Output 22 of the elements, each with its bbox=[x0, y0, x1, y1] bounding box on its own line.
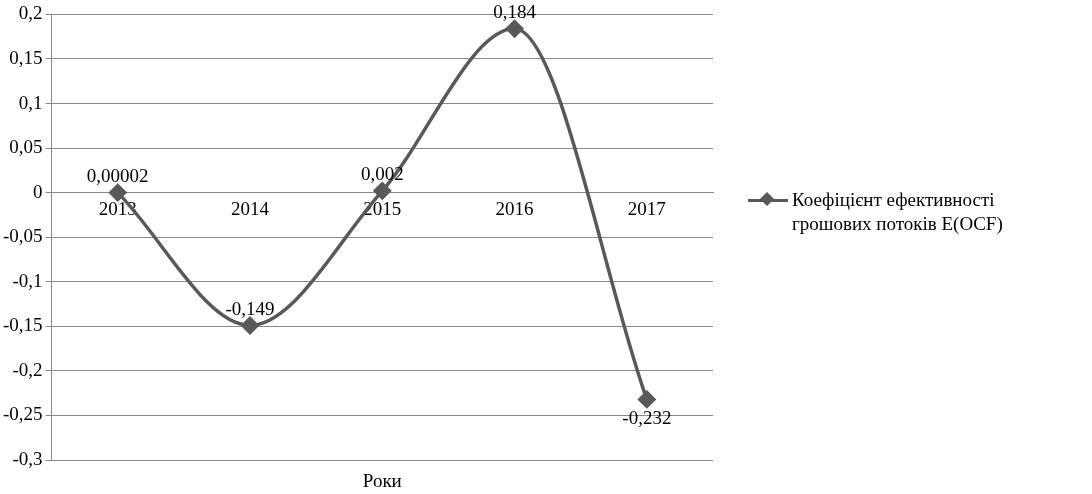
x-axis-title: Роки bbox=[362, 470, 402, 492]
text: -0,232 bbox=[622, 406, 672, 428]
point bbox=[638, 390, 656, 409]
x-tick-label: 2017 bbox=[627, 198, 666, 220]
text: 0,184 bbox=[493, 1, 536, 23]
y-tick-label: -0,2 bbox=[12, 358, 43, 380]
y-tick-label: 0,1 bbox=[18, 91, 43, 113]
y-tick-label: -0,25 bbox=[3, 403, 43, 425]
y-tick-label: 0,15 bbox=[9, 46, 43, 68]
y-tick-label: 0,05 bbox=[9, 136, 43, 158]
y-tick-label: 0,2 bbox=[18, 2, 43, 24]
point bbox=[373, 182, 392, 200]
y-tick-label: -0,05 bbox=[3, 225, 43, 247]
y-tick-label: -0,3 bbox=[12, 447, 43, 469]
x-tick-label: 2014 bbox=[231, 198, 270, 220]
x-tick-label: 2016 bbox=[495, 198, 534, 220]
y-tick-label: 0 bbox=[33, 180, 43, 202]
legend-label: Коефіцієнт ефективності грошових потоків E(OCF) bbox=[792, 188, 1004, 236]
y-tick-label: -0,15 bbox=[3, 314, 43, 336]
y-tick-label: -0,1 bbox=[12, 269, 43, 291]
text: 0,00002 bbox=[86, 165, 149, 187]
text: -0,149 bbox=[225, 297, 275, 319]
